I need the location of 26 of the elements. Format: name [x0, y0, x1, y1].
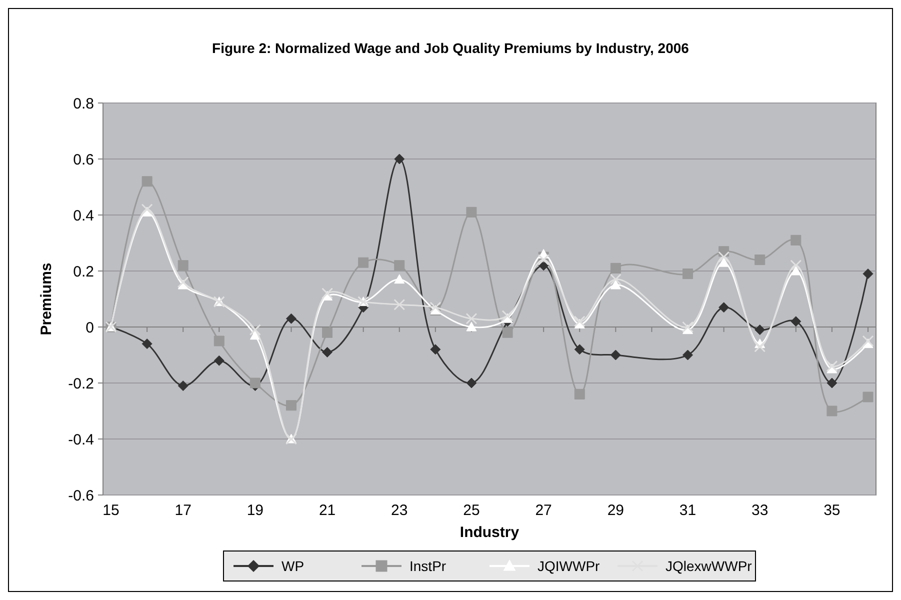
x-tick-label: 35 — [824, 502, 840, 519]
y-axis-title: Premiums — [38, 262, 55, 336]
x-tick-label: 19 — [246, 502, 264, 519]
y-tick-label: 0.8 — [73, 95, 94, 112]
chart-title: Figure 2: Normalized Wage and Job Quality Premiums by Industry, 2006 — [212, 40, 690, 56]
x-tick-label: 17 — [174, 502, 192, 519]
y-tick-label: 0.2 — [73, 263, 94, 280]
x-tick-label: 31 — [679, 502, 696, 519]
y-tick-label: 0.4 — [73, 207, 94, 224]
legend-label: JQlexwWWPr — [666, 558, 752, 574]
legend-label: JQIWWPr — [538, 558, 600, 574]
y-tick-label: -0.2 — [68, 375, 94, 392]
x-tick-label: 33 — [752, 502, 768, 519]
legend-label: WP — [282, 558, 304, 574]
y-tick-label: 0.6 — [73, 151, 94, 168]
x-tick-label: 23 — [391, 502, 408, 519]
legend-label: InstPr — [410, 558, 446, 574]
x-tick-label: 15 — [102, 502, 120, 519]
y-tick-label: -0.6 — [68, 487, 94, 504]
x-tick-label: 21 — [318, 502, 336, 519]
y-tick-label: 0 — [86, 319, 94, 336]
x-tick-label: 25 — [463, 502, 480, 519]
x-axis-title: Industry — [460, 524, 520, 541]
x-tick-label: 27 — [535, 502, 552, 519]
y-tick-label: -0.4 — [68, 431, 94, 448]
x-tick-label: 29 — [607, 502, 624, 519]
